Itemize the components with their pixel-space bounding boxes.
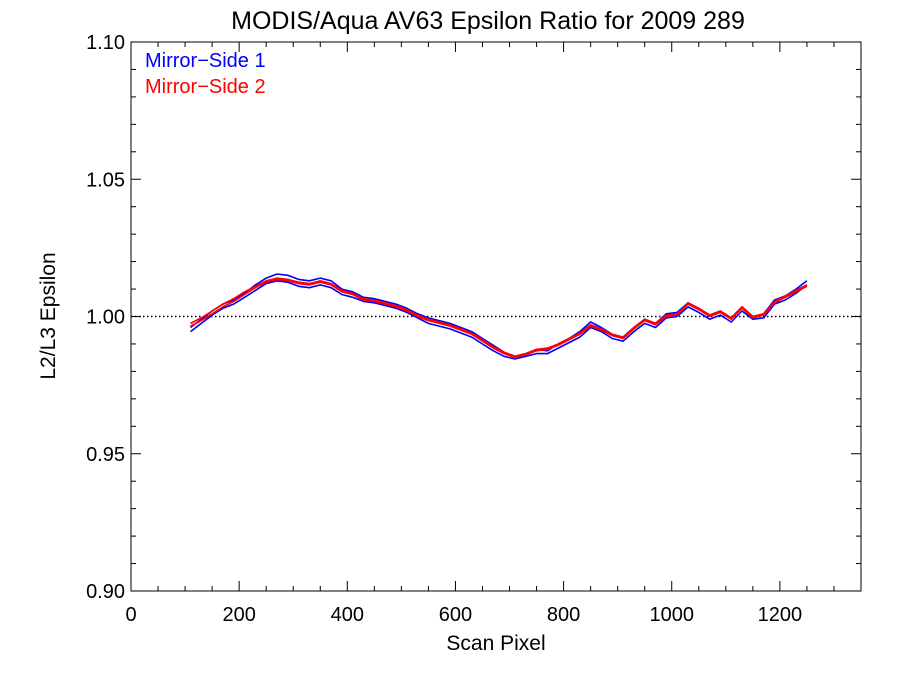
x-tick-label: 400 <box>331 604 364 626</box>
series-line-mirror-side-2 <box>190 278 808 359</box>
series-layer <box>190 273 808 360</box>
x-tick-label: 0 <box>125 604 136 626</box>
legend-entry-mirror-side-2: Mirror−Side 2 <box>145 76 266 98</box>
axis-ticks <box>130 41 862 592</box>
series-line-mirror-side-2 <box>190 277 808 358</box>
x-tick-label: 1200 <box>758 604 803 626</box>
x-tick-label: 600 <box>439 604 472 626</box>
x-tick-label: 200 <box>222 604 255 626</box>
tick-labels: 0 200 400 600 800 1000 1200 0.90 0.95 1.00 1.05 1.1… <box>86 32 802 626</box>
legend: Mirror−Side 1 Mirror−Side 2 <box>145 50 266 98</box>
y-tick-label: 0.95 <box>86 444 125 466</box>
legend-entry-mirror-side-1: Mirror−Side 1 <box>145 50 266 72</box>
x-axis-label: Scan Pixel <box>446 632 545 655</box>
y-tick-label: 0.90 <box>86 581 125 603</box>
y-tick-label: 1.00 <box>86 307 125 329</box>
series-line-mirror-side-1 <box>190 279 808 360</box>
y-tick-label: 1.10 <box>86 32 125 54</box>
x-tick-label: 1000 <box>649 604 694 626</box>
chart-title: MODIS/Aqua AV63 Epsilon Ratio for 2009 2… <box>231 7 745 35</box>
y-tick-label: 1.05 <box>86 169 125 191</box>
y-axis-label: L2/L3 Epsilon <box>37 252 60 379</box>
x-tick-label: 800 <box>547 604 580 626</box>
